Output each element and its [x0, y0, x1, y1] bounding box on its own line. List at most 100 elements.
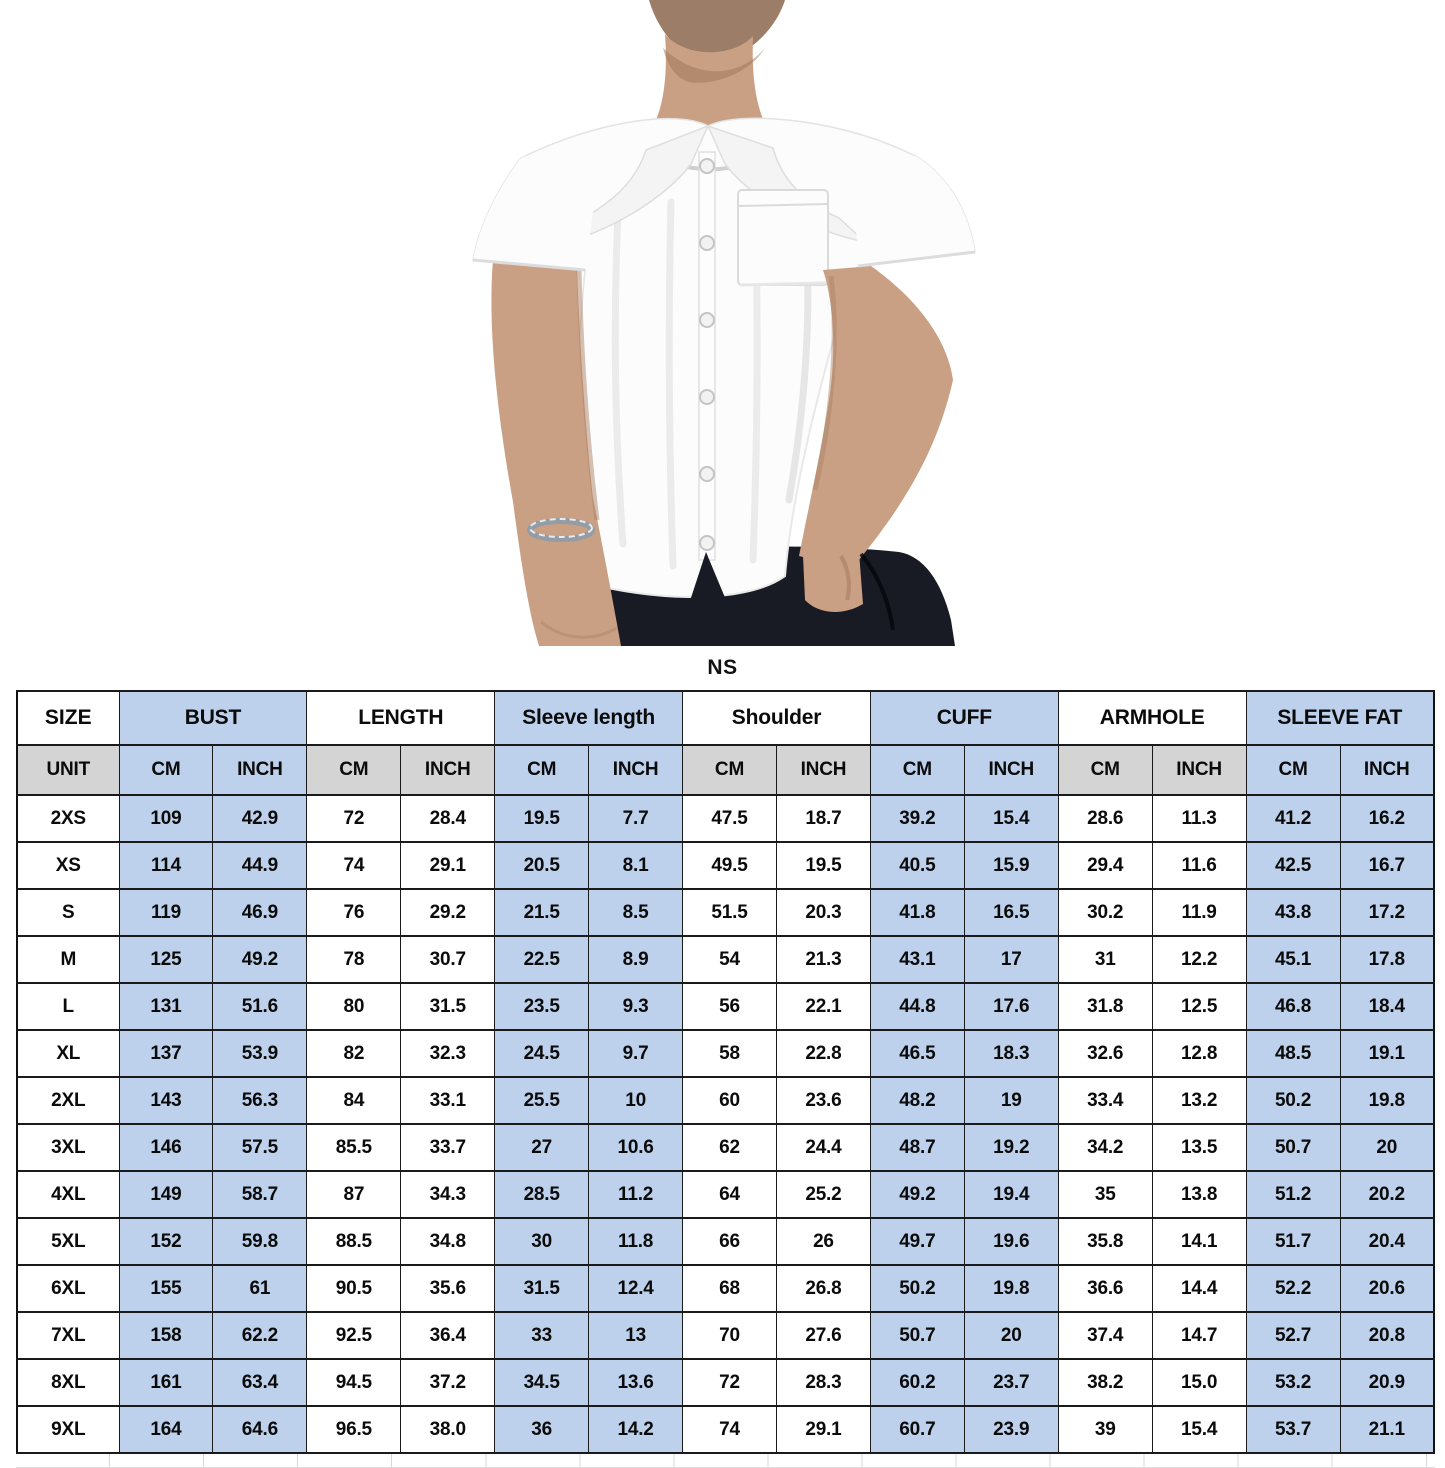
size-label-cell: 9XL	[16, 1405, 120, 1454]
value-cell: 161	[118, 1358, 214, 1407]
size-label-cell: M	[16, 935, 120, 984]
value-cell: 21.1	[1339, 1405, 1435, 1454]
size-row-2xs: 2XS 109 42.9 72 28.4 19.5 7.7 47.5 18.7 39.2 15.4 2…	[16, 794, 1435, 843]
value-cell: 16.2	[1339, 794, 1435, 843]
value-cell: 62.2	[212, 1311, 308, 1360]
size-label-cell: S	[16, 888, 120, 937]
value-cell: 14.7	[1151, 1311, 1247, 1360]
value-cell: 11.9	[1151, 888, 1247, 937]
value-cell: 29.1	[775, 1405, 871, 1454]
size-label-cell: XL	[16, 1029, 120, 1078]
value-cell: 47.5	[682, 794, 777, 843]
size-label-cell: L	[16, 982, 120, 1031]
size-row-6xl: 6XL 155 61 90.5 35.6 31.5 12.4 68 26.8 50.2 19.8 36…	[16, 1264, 1435, 1313]
unit-cell: INCH	[212, 744, 308, 796]
value-cell: 15.0	[1151, 1358, 1247, 1407]
size-row-3xl: 3XL 146 57.5 85.5 33.7 27 10.6 62 24.4 48.7 19.2 34…	[16, 1123, 1435, 1172]
value-cell: 57.5	[212, 1123, 308, 1172]
value-cell: 61	[212, 1264, 308, 1313]
unit-cell: CM	[682, 744, 777, 796]
value-cell: 10.6	[588, 1123, 684, 1172]
value-cell: 21.5	[494, 888, 590, 937]
hem-split	[684, 552, 731, 627]
value-cell: 50.2	[869, 1264, 965, 1313]
size-column-header: SIZE	[16, 690, 120, 746]
value-cell: 64.6	[212, 1405, 308, 1454]
value-cell: 38.2	[1057, 1358, 1153, 1407]
value-cell: 90.5	[306, 1264, 402, 1313]
value-cell: 12.5	[1151, 982, 1247, 1031]
sleeves	[472, 153, 975, 272]
value-cell: 11.8	[588, 1217, 684, 1266]
value-cell: 8.9	[588, 935, 684, 984]
value-cell: 158	[118, 1311, 214, 1360]
value-cell: 33.7	[400, 1123, 496, 1172]
size-label-cell: XS	[16, 841, 120, 890]
value-cell: 64	[682, 1170, 777, 1219]
value-cell: 48.7	[869, 1123, 965, 1172]
value-cell: 11.2	[588, 1170, 684, 1219]
value-cell: 15.9	[963, 841, 1059, 890]
value-cell: 88.5	[306, 1217, 402, 1266]
value-cell: 131	[118, 982, 214, 1031]
value-cell: 40.5	[869, 841, 965, 890]
value-cell: 114	[118, 841, 214, 890]
shirt-buttons	[698, 158, 715, 551]
size-label-cell: 7XL	[16, 1311, 120, 1360]
size-row-8xl: 8XL 161 63.4 94.5 37.2 34.5 13.6 72 28.3 60.2 23.7…	[16, 1358, 1435, 1407]
value-cell: 72	[682, 1358, 777, 1407]
value-cell: 28.5	[494, 1170, 590, 1219]
unit-cell: CM	[869, 744, 965, 796]
value-cell: 15.4	[1151, 1405, 1247, 1454]
value-cell: 22.8	[775, 1029, 871, 1078]
value-cell: 72	[306, 794, 402, 843]
value-cell: 53.9	[212, 1029, 308, 1078]
value-cell: 119	[118, 888, 214, 937]
value-cell: 23.5	[494, 982, 590, 1031]
value-cell: 29.1	[400, 841, 496, 890]
value-cell: 45.1	[1245, 935, 1341, 984]
value-cell: 52.7	[1245, 1311, 1341, 1360]
value-cell: 12.2	[1151, 935, 1247, 984]
value-cell: 20.4	[1339, 1217, 1435, 1266]
value-cell: 42.5	[1245, 841, 1341, 890]
value-cell: 149	[118, 1170, 214, 1219]
value-cell: 51.7	[1245, 1217, 1341, 1266]
value-cell: 53.7	[1245, 1405, 1341, 1454]
chest-pocket	[736, 189, 829, 287]
value-cell: 13.2	[1151, 1076, 1247, 1125]
value-cell: 9.7	[588, 1029, 684, 1078]
value-cell: 49.5	[682, 841, 777, 890]
value-cell: 87	[306, 1170, 402, 1219]
value-cell: 53.2	[1245, 1358, 1341, 1407]
value-cell: 31.5	[400, 982, 496, 1031]
value-cell: 44.9	[212, 841, 308, 890]
value-cell: 137	[118, 1029, 214, 1078]
value-cell: 35.8	[1057, 1217, 1153, 1266]
value-cell: 37.4	[1057, 1311, 1153, 1360]
value-cell: 18.7	[775, 794, 871, 843]
value-cell: 76	[306, 888, 402, 937]
value-cell: 36.6	[1057, 1264, 1153, 1313]
group-header-length: LENGTH	[306, 690, 496, 746]
left-arm	[490, 260, 621, 646]
value-cell: 34.2	[1057, 1123, 1153, 1172]
photo-caption: NS	[707, 656, 738, 679]
value-cell: 23.7	[963, 1358, 1059, 1407]
group-header-shoulder: Shoulder	[682, 690, 871, 746]
value-cell: 27	[494, 1123, 590, 1172]
value-cell: 30.2	[1057, 888, 1153, 937]
value-cell: 19.1	[1339, 1029, 1435, 1078]
value-cell: 146	[118, 1123, 214, 1172]
size-label-cell: 5XL	[16, 1217, 120, 1266]
value-cell: 19.4	[963, 1170, 1059, 1219]
value-cell: 51.2	[1245, 1170, 1341, 1219]
value-cell: 42.9	[212, 794, 308, 843]
unit-cell: INCH	[1339, 744, 1435, 796]
value-cell: 31.8	[1057, 982, 1153, 1031]
value-cell: 60.2	[869, 1358, 965, 1407]
value-cell: 19.5	[775, 841, 871, 890]
value-cell: 56.3	[212, 1076, 308, 1125]
value-cell: 41.8	[869, 888, 965, 937]
value-cell: 29.4	[1057, 841, 1153, 890]
